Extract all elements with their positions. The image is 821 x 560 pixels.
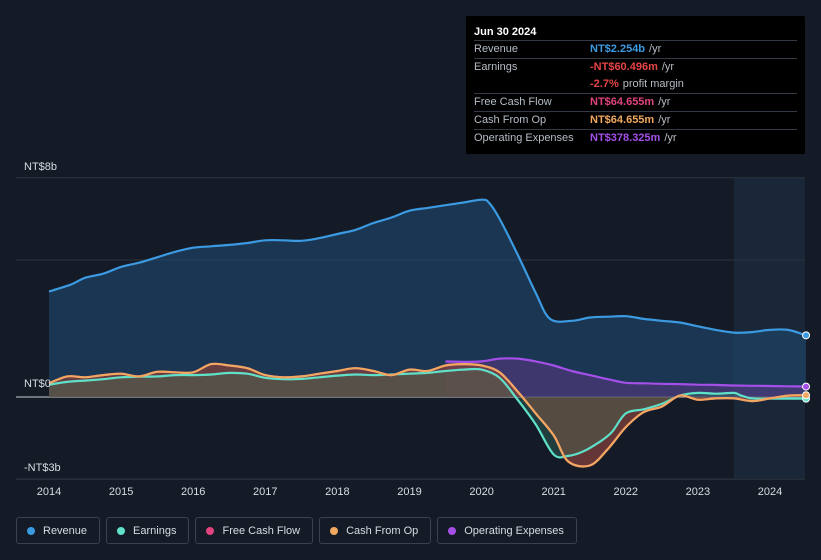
x-axis-labels: 2014 2015 2016 2017 2018 2019 2020 2021 2022 2023… — [37, 486, 782, 498]
x-tick-label: 2023 — [686, 486, 710, 498]
tooltip-unit: /yr — [658, 96, 671, 108]
end-point-operating-expenses — [802, 382, 811, 391]
legend-dot-icon — [117, 526, 126, 535]
y-tick-label: -NT$3b — [24, 462, 61, 474]
tooltip-value: -2.7% — [590, 78, 619, 90]
tooltip-label: Earnings — [474, 61, 518, 73]
series-lines — [48, 198, 811, 468]
tooltip-value: NT$2.254b — [590, 43, 646, 55]
x-tick-label: 2021 — [541, 486, 565, 498]
x-tick-label: 2014 — [37, 486, 61, 498]
tooltip-unit: /yr — [664, 132, 677, 144]
tooltip-row-earnings: Earnings -NT$60.496m /yr — [474, 58, 797, 76]
legend-dot-icon — [330, 526, 339, 535]
tooltip-row-operating-expenses: Operating Expenses NT$378.325m /yr — [474, 129, 797, 147]
tooltip-unit: /yr — [658, 114, 671, 126]
area-free-cash-flow — [49, 363, 806, 467]
y-tick-label: NT$8b — [24, 161, 57, 173]
tooltip: Jun 30 2024 Revenue NT$2.254b /yr Earnin… — [466, 16, 805, 154]
tooltip-unit: /yr — [649, 43, 662, 55]
legend-dot-icon — [27, 526, 35, 535]
area-operating-expenses — [445, 358, 806, 397]
x-tick-label: 2017 — [253, 486, 277, 498]
legend-item-operating-expenses[interactable]: Operating Expenses — [437, 517, 577, 544]
area-revenue — [49, 199, 806, 397]
tooltip-row-revenue: Revenue NT$2.254b /yr — [474, 40, 797, 58]
line-revenue — [48, 198, 807, 337]
legend-item-revenue[interactable]: Revenue — [16, 517, 101, 544]
area-earnings — [49, 368, 806, 458]
legend-label: Cash From Op — [346, 524, 419, 537]
tooltip-label: Revenue — [474, 43, 519, 55]
tooltip-label — [474, 76, 590, 93]
area-fills — [49, 199, 806, 467]
highlight-band — [733, 178, 805, 478]
end-point-cash-from-op — [802, 391, 811, 400]
x-tick-label: 2022 — [614, 486, 638, 498]
tooltip-date: Jun 30 2024 — [474, 26, 537, 38]
tooltip-label: Cash From Op — [474, 114, 547, 126]
tooltip-row-profit-margin: -2.7% profit margin — [474, 76, 797, 93]
x-tick-label: 2019 — [397, 486, 421, 498]
x-tick-label: 2020 — [469, 486, 493, 498]
legend-item-earnings[interactable]: Earnings — [106, 517, 190, 544]
tooltip-label: Operating Expenses — [474, 132, 574, 144]
tooltip-value: -NT$60.496m — [590, 61, 658, 73]
tooltip-unit: profit margin — [622, 78, 684, 90]
y-axis-labels: NT$8b NT$0 -NT$3b — [24, 161, 61, 474]
tooltip-row-free-cash-flow: Free Cash Flow NT$64.655m /yr — [474, 93, 797, 111]
x-tick-label: 2015 — [109, 486, 133, 498]
line-operating-expenses — [445, 357, 807, 388]
y-tick-label: NT$0 — [24, 378, 51, 390]
tooltip-value: NT$378.325m — [590, 132, 661, 144]
legend-item-cash-from-op[interactable]: Cash From Op — [319, 517, 432, 544]
line-earnings — [48, 367, 806, 459]
legend-label: Operating Expenses — [464, 524, 564, 537]
area-cash-from-op — [49, 363, 806, 467]
tooltip-row-cash-from-op: Cash From Op NT$64.655m /yr — [474, 111, 797, 129]
legend-dot-icon — [448, 526, 457, 535]
legend-label: Earnings — [133, 524, 177, 537]
legend: Revenue Earnings Free Cash Flow Cash Fro… — [16, 517, 577, 544]
tooltip-value: NT$64.655m — [590, 96, 655, 108]
tooltip-value: NT$64.655m — [590, 114, 655, 126]
tooltip-label: Free Cash Flow — [474, 96, 552, 108]
legend-item-free-cash-flow[interactable]: Free Cash Flow — [195, 517, 314, 544]
x-tick-label: 2024 — [758, 486, 782, 498]
legend-dot-icon — [206, 526, 215, 535]
legend-label: Free Cash Flow — [222, 524, 301, 537]
legend-label: Revenue — [43, 524, 88, 537]
end-point-revenue — [802, 331, 811, 340]
line-cash-from-op — [48, 362, 807, 468]
x-tick-label: 2016 — [181, 486, 205, 498]
x-tick-label: 2018 — [325, 486, 349, 498]
tooltip-unit: /yr — [661, 61, 675, 73]
